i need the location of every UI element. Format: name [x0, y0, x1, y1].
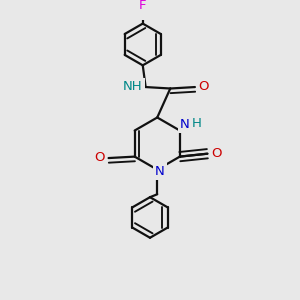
Text: N: N [155, 165, 164, 178]
Text: O: O [211, 147, 221, 160]
Text: F: F [139, 0, 146, 12]
Text: N: N [180, 118, 190, 131]
Text: NH: NH [123, 80, 143, 93]
Text: O: O [198, 80, 208, 93]
Text: H: H [192, 117, 202, 130]
Text: O: O [94, 151, 105, 164]
